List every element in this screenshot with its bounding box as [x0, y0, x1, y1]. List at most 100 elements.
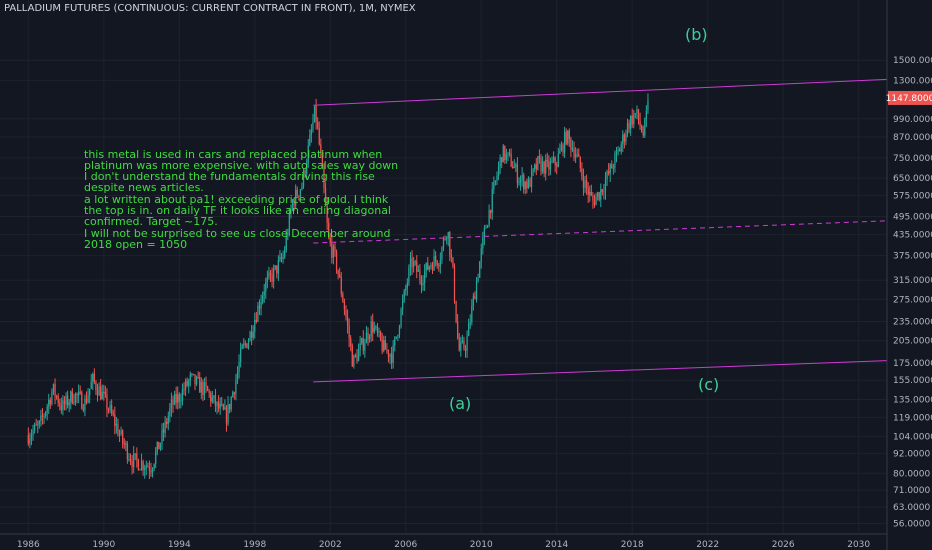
candle-body: [180, 400, 182, 402]
candle-body: [482, 237, 484, 249]
candle-body: [288, 213, 291, 234]
candle-body: [625, 134, 627, 142]
candle-body: [156, 441, 158, 452]
y-tick-label: 63.0000: [893, 503, 930, 513]
candle-body: [510, 153, 512, 167]
candle-body: [332, 246, 335, 258]
note-paragraph-2: a lot written about pa1! exceeding price…: [84, 193, 391, 228]
candle-body: [622, 134, 624, 145]
candle-body: [516, 164, 519, 183]
candle-body: [217, 402, 220, 409]
candle-body: [299, 189, 302, 197]
candle-body: [265, 281, 267, 292]
candle-body: [412, 261, 415, 267]
candle-body: [85, 398, 88, 403]
candle-body: [585, 180, 588, 188]
candle-body: [639, 120, 641, 127]
last-price-tag: 1147.8000: [886, 90, 932, 105]
candle-body: [376, 326, 379, 333]
candle-body: [312, 121, 314, 131]
candle-body: [280, 256, 283, 260]
candle-body: [244, 343, 246, 345]
candle-body: [592, 195, 594, 201]
candle-body: [584, 180, 586, 188]
candle-body: [567, 130, 569, 144]
candle-body: [606, 171, 608, 180]
candle-body: [98, 386, 100, 396]
candle-body: [38, 421, 40, 425]
candle-body: [309, 134, 311, 146]
candle-body: [60, 405, 62, 410]
candle-body: [271, 274, 273, 282]
candle-body: [266, 277, 268, 282]
candle-body: [114, 414, 116, 426]
candle-body: [133, 453, 135, 468]
last-price-label: 1147.8000: [886, 94, 932, 104]
candle-body: [335, 251, 338, 270]
candle-body: [123, 442, 125, 445]
candle-body: [301, 186, 303, 190]
candle-body: [551, 161, 553, 163]
candle-body: [364, 343, 366, 351]
candle-body: [428, 266, 430, 270]
candle-body: [131, 461, 133, 468]
candle-body: [181, 389, 184, 401]
candle-body: [318, 127, 320, 145]
candle-body: [48, 399, 50, 407]
candle-body: [463, 340, 465, 349]
candle-body: [578, 154, 580, 157]
candle-body: [617, 149, 619, 152]
candle-body: [596, 192, 599, 197]
candle-body: [359, 343, 361, 350]
candle-body: [46, 406, 48, 413]
candle-body: [446, 237, 448, 240]
candle-body: [92, 373, 94, 382]
candle-body: [134, 453, 136, 455]
candle-body: [197, 376, 199, 378]
candle-body: [304, 170, 306, 174]
candle-body: [383, 340, 385, 352]
candle-body: [228, 404, 231, 410]
candle-body: [254, 320, 256, 332]
candle-body: [384, 340, 386, 350]
candle-body: [74, 393, 77, 402]
candle-body: [279, 256, 281, 261]
axes: [0, 0, 888, 550]
candle-body: [78, 391, 80, 396]
candle-body: [496, 175, 498, 181]
candle-body: [537, 156, 539, 170]
candle-body: [348, 325, 350, 339]
candle-body: [232, 392, 234, 398]
candle-body: [628, 122, 630, 129]
candle-body: [211, 397, 213, 402]
candle-body: [260, 301, 262, 309]
candle-body: [310, 130, 313, 135]
candle-body: [222, 404, 224, 410]
candle-body: [252, 331, 254, 338]
candle-body: [634, 112, 636, 115]
candle-body: [282, 256, 284, 260]
candle-body: [589, 191, 591, 195]
candle-body: [571, 148, 574, 150]
candle-body: [501, 157, 503, 163]
candle-body: [342, 293, 344, 303]
candle-body: [287, 233, 289, 236]
candle-body: [560, 144, 563, 151]
candle-body: [401, 300, 404, 310]
candle-body: [144, 468, 146, 470]
candle-body: [200, 382, 202, 393]
candle-body: [101, 391, 103, 400]
candle-body: [59, 403, 61, 406]
candle-body: [587, 187, 589, 195]
candle-body: [502, 145, 504, 163]
candle-body: [122, 430, 124, 443]
candle-body: [397, 335, 399, 337]
candle-body: [51, 391, 53, 405]
candle-body: [535, 164, 537, 170]
candle-body: [241, 345, 243, 349]
candle-body: [452, 257, 454, 267]
candle-body: [573, 148, 575, 158]
candle-body: [340, 277, 342, 294]
